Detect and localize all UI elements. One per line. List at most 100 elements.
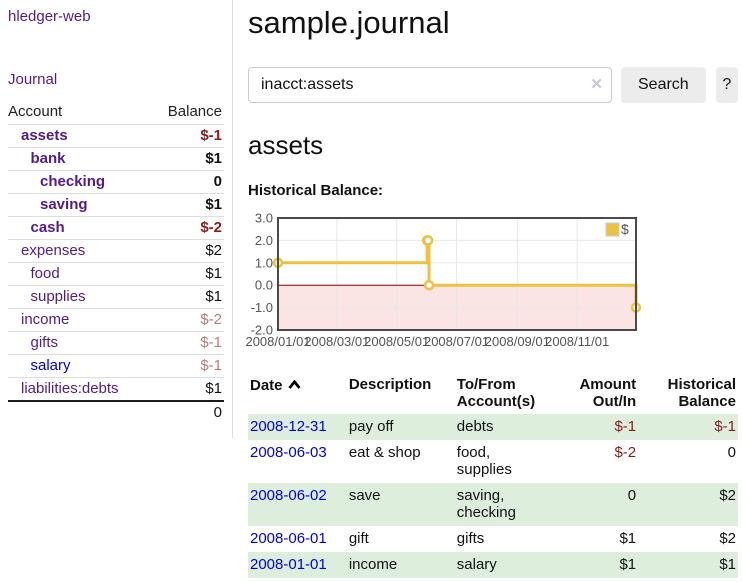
register-row: 2008-06-03 eat & shop food, supplies $-2 0: [248, 440, 738, 483]
transaction-description: save: [346, 483, 455, 526]
help-button[interactable]: ?: [715, 67, 738, 103]
account-link-saving[interactable]: saving: [40, 196, 88, 213]
account-row: cash $-2: [8, 216, 224, 240]
y-tick-label: 1.0: [255, 255, 273, 270]
chart-canvas: $3.0 2.0 1.0 0.0 -1.0 -2.02008/01/012008/03/0…: [245, 211, 642, 349]
y-tick-label: 2.0: [255, 233, 273, 248]
account-link-assets[interactable]: assets: [21, 127, 68, 144]
account-row: food $1: [8, 262, 224, 286]
account-balance: $-1: [151, 124, 224, 148]
x-tick-label: 2008/09/01: [485, 334, 550, 349]
transaction-date-link[interactable]: 2008-06-02: [250, 487, 327, 504]
account-row: checking 0: [8, 170, 224, 194]
legend-swatch: [605, 222, 620, 237]
account-link-liabilities-debts[interactable]: liabilities:debts: [21, 380, 119, 397]
transaction-date-link[interactable]: 2008-01-01: [250, 556, 327, 573]
x-tick-label: 2008/11/01: [545, 334, 609, 349]
register-col-description: Description: [348, 376, 432, 393]
account-balance: $-2: [151, 216, 224, 240]
account-row: gifts $-1: [8, 331, 224, 355]
legend-label: $: [621, 221, 629, 237]
account-link-gifts[interactable]: gifts: [30, 334, 59, 351]
account-link-bank[interactable]: bank: [30, 150, 66, 167]
accounts-total-row: 0: [8, 400, 224, 424]
transaction-description: eat & shop: [348, 444, 421, 461]
app-title-link[interactable]: hledger-web: [8, 8, 91, 25]
transaction-balance: $2: [638, 483, 738, 526]
account-link-food[interactable]: food: [30, 265, 60, 282]
transaction-date-link[interactable]: 2008-06-01: [250, 530, 327, 547]
x-tick-label: 2008/05/01: [364, 334, 429, 349]
search-row: ✕ Search ?: [248, 67, 738, 103]
clear-search-icon[interactable]: ✕: [590, 76, 603, 93]
account-balance: $1: [151, 193, 224, 217]
register-row: 2008-06-02 save saving, checking 0 $2: [248, 483, 738, 526]
account-balance: $1: [151, 262, 224, 286]
account-balance: $-1: [151, 354, 224, 378]
transaction-date-link[interactable]: 2008-06-03: [250, 444, 327, 461]
transaction-amount: $1: [546, 552, 639, 578]
transaction-amount: $-2: [614, 444, 637, 461]
account-link-supplies[interactable]: supplies: [30, 288, 86, 305]
account-row: liabilities:debts $1: [8, 377, 224, 401]
account-balance: $1: [151, 285, 224, 309]
transaction-description: pay off: [346, 414, 455, 440]
page-title: sample.journal: [248, 5, 450, 40]
account-row: bank $1: [8, 147, 224, 171]
account-link-salary[interactable]: salary: [30, 357, 71, 374]
transaction-accounts: salary: [454, 552, 547, 578]
account-row: salary $-1: [8, 354, 224, 378]
account-link-checking[interactable]: checking: [40, 173, 106, 190]
plot-border: [277, 217, 637, 331]
register-col-date-label: Date: [250, 377, 283, 394]
account-row: expenses $2: [8, 239, 224, 263]
transaction-accounts: saving, checking: [454, 483, 547, 526]
account-balance: $-2: [151, 308, 224, 332]
accounts-col-account: Account: [8, 103, 63, 120]
account-heading: assets: [248, 130, 324, 160]
transaction-date-link[interactable]: 2008-12-31: [250, 418, 327, 435]
register-row: 2008-01-01 income salary $1 $1: [248, 552, 738, 578]
data-point-marker: [423, 279, 435, 291]
y-tick-label: -1.0: [251, 300, 273, 315]
transaction-balance: $1: [638, 552, 738, 578]
y-tick-label: 0.0: [255, 278, 273, 293]
transaction-accounts: gifts: [456, 530, 485, 547]
y-tick-label: -2.0: [251, 323, 273, 338]
register-col-amount: Amount Out/In: [579, 376, 637, 410]
transaction-amount: 0: [546, 483, 639, 526]
transaction-amount: $1: [619, 530, 637, 547]
account-row: assets $-1: [8, 124, 224, 148]
register-row: 2008-06-01 gift gifts $1 $2: [248, 526, 738, 552]
account-row: saving $1: [8, 193, 224, 217]
search-input[interactable]: [248, 67, 612, 103]
account-balance: $2: [151, 239, 224, 263]
account-link-cash[interactable]: cash: [30, 219, 65, 236]
sort-ascending-icon[interactable]: [287, 376, 301, 393]
register-col-date[interactable]: Date: [248, 374, 347, 414]
main-content: sample.journal ✕ Search ? assets Histori…: [233, 0, 742, 578]
transaction-description: income: [346, 552, 455, 578]
transaction-balance: 0: [727, 444, 736, 461]
transaction-accounts: food, supplies: [456, 444, 512, 478]
x-tick-label: 2008/03/01: [304, 334, 369, 349]
account-link-expenses[interactable]: expenses: [21, 242, 86, 259]
transaction-balance: $-1: [638, 414, 738, 440]
account-balance: $1: [151, 377, 224, 401]
transaction-description: gift: [348, 530, 369, 547]
account-balance: $1: [151, 147, 224, 171]
account-balance: 0: [151, 170, 224, 194]
data-point-marker: [422, 235, 434, 246]
search-button[interactable]: Search: [621, 67, 706, 103]
accounts-total-value: 0: [151, 400, 224, 424]
register-col-accounts: To/From Account(s): [456, 376, 536, 410]
account-row: supplies $1: [8, 285, 224, 309]
balance-chart[interactable]: $3.0 2.0 1.0 0.0 -1.0 -2.0 2008/01/01 2008/03/0…: [245, 208, 738, 356]
transaction-amount: $-1: [546, 414, 639, 440]
account-balance: $-1: [151, 331, 224, 355]
account-row: income $-2: [8, 308, 224, 332]
register-table: Date Description To/From Account(s) Amou…: [248, 374, 738, 578]
account-link-income[interactable]: income: [21, 311, 70, 328]
sidebar-item-journal[interactable]: Journal: [8, 71, 58, 88]
